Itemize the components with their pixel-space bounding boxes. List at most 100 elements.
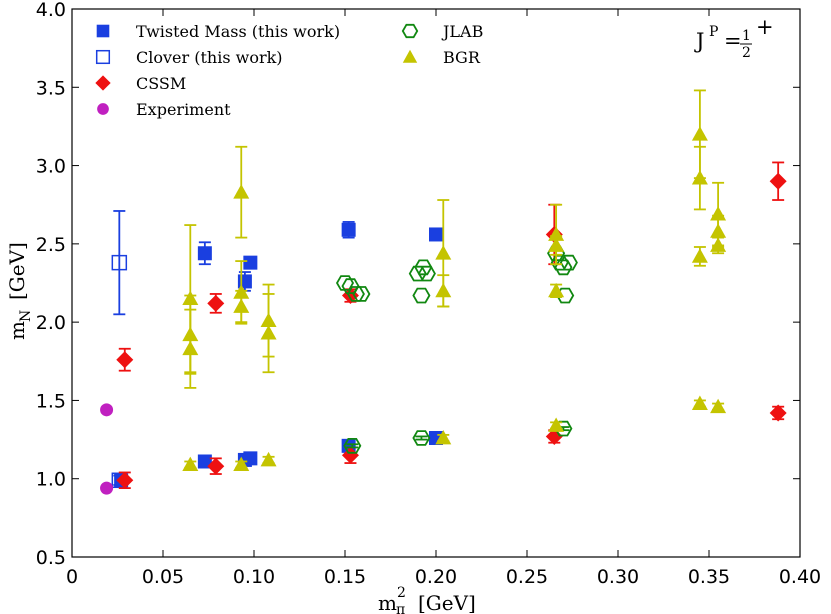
series-twisted-mass-this-work <box>114 221 443 488</box>
data-point <box>412 287 431 304</box>
x-axis-label-subscript: π <box>396 602 405 614</box>
data-point <box>435 282 452 298</box>
data-point <box>548 282 565 298</box>
x-axis-label: m π 2 [GeV] <box>378 585 476 614</box>
y-tick-label: 2.0 <box>36 312 66 334</box>
legend-label: Twisted Mass (this work) <box>136 22 340 41</box>
data-point <box>100 403 114 417</box>
data-point <box>435 430 452 445</box>
data-point <box>233 298 250 313</box>
legend-marker <box>97 103 109 115</box>
data-point <box>116 351 134 369</box>
legend-marker <box>95 49 111 65</box>
legend-label: BGR <box>443 48 481 67</box>
data-point <box>341 222 356 237</box>
data-point <box>233 456 250 472</box>
annotation-denominator: 2 <box>742 45 751 61</box>
x-axis-label-base: m <box>378 591 397 614</box>
x-tick-label: 0.35 <box>688 566 730 588</box>
annotation-base: J <box>694 29 704 53</box>
data-point <box>691 395 708 410</box>
jp-annotation: J P = 1 2 + <box>694 15 774 61</box>
x-axis-label-superscript: 2 <box>397 585 406 601</box>
data-point <box>182 340 199 356</box>
y-tick-label: 3.5 <box>36 77 66 99</box>
data-point <box>260 325 277 340</box>
x-tick-label: 0.20 <box>415 566 457 588</box>
data-point <box>548 226 565 241</box>
x-tick-label: 0.25 <box>506 566 548 588</box>
data-point <box>182 456 199 472</box>
y-tick-label: 1.0 <box>36 469 66 491</box>
data-point <box>352 286 371 302</box>
series-cssm <box>116 161 787 490</box>
data-point <box>559 254 578 271</box>
data-point <box>710 206 727 221</box>
x-tick-label: 0.30 <box>597 566 639 588</box>
legend-label: JLAB <box>441 22 483 41</box>
legend-label: Experiment <box>136 100 231 119</box>
data-point <box>691 248 708 263</box>
data-point <box>243 255 258 270</box>
x-tick-label: 0.10 <box>233 566 275 588</box>
data-point <box>233 184 250 199</box>
data-point <box>243 451 258 466</box>
data-point <box>207 294 225 312</box>
data-point <box>548 417 565 432</box>
series-experiment <box>100 403 114 495</box>
legend-marker <box>95 75 111 91</box>
legend: Twisted Mass (this work) Clover (this wor… <box>95 22 483 119</box>
y-tick-label: 3.0 <box>36 156 66 178</box>
data-point <box>343 437 362 454</box>
y-axis-label-subscript: N <box>18 310 34 322</box>
data-point <box>207 457 225 475</box>
legend-entry: JLAB <box>401 22 483 41</box>
data-point <box>769 404 787 422</box>
y-tick-label: 1.5 <box>36 390 66 412</box>
x-tick-label: 0.15 <box>324 566 366 588</box>
annotation-parity-sign: + <box>756 15 774 39</box>
x-axis-label-unit: [GeV] <box>418 591 476 614</box>
legend-entry: Experiment <box>97 100 231 119</box>
data-point <box>412 430 431 446</box>
data-point <box>197 454 212 469</box>
data-point <box>691 126 708 141</box>
data-point <box>545 427 563 445</box>
data-point <box>710 237 727 252</box>
data-point <box>335 275 355 291</box>
legend-label: Clover (this work) <box>136 48 283 67</box>
legend-entry: CSSM <box>95 74 186 93</box>
legend-label: CSSM <box>136 74 186 93</box>
x-tick-label: 0 <box>66 566 78 588</box>
data-point <box>237 274 252 289</box>
data-point <box>260 451 277 467</box>
data-point <box>100 481 114 495</box>
annotation-equals: = <box>724 29 742 53</box>
series-jlab <box>335 245 578 454</box>
data-point <box>429 227 443 242</box>
data-point <box>691 170 708 185</box>
data-point <box>769 172 787 190</box>
data-point <box>408 265 427 282</box>
axis-ticks: 0 0.05 0.10 0.15 0.20 0.25 0.30 0.35 0.40 0.5 1.0 1… <box>36 0 821 588</box>
data-point <box>554 259 573 276</box>
y-axis-label-base: m <box>5 321 29 340</box>
x-tick-label: 0.40 <box>779 566 821 588</box>
y-axis-label-unit: [GeV] <box>5 242 29 300</box>
data-point <box>548 237 565 252</box>
y-tick-label: 4.0 <box>36 0 66 21</box>
data-point <box>710 223 727 238</box>
y-tick-label: 0.5 <box>36 547 66 569</box>
legend-marker <box>401 23 419 39</box>
legend-entry: Twisted Mass (this work) <box>96 22 340 41</box>
data-point <box>435 245 452 260</box>
data-point <box>710 398 727 414</box>
data-marks <box>100 89 787 495</box>
annotation-numerator: 1 <box>742 28 751 44</box>
data-point <box>116 471 134 489</box>
legend-marker <box>96 24 110 38</box>
legend-entry: BGR <box>402 48 481 67</box>
y-axis-label: m N [GeV] <box>5 242 34 340</box>
legend-entry: Clover (this work) <box>95 48 283 67</box>
